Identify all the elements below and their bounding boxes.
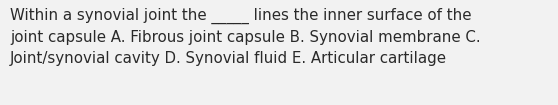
Text: Within a synovial joint the _____ lines the inner surface of the
joint capsule A: Within a synovial joint the _____ lines … bbox=[10, 7, 480, 66]
